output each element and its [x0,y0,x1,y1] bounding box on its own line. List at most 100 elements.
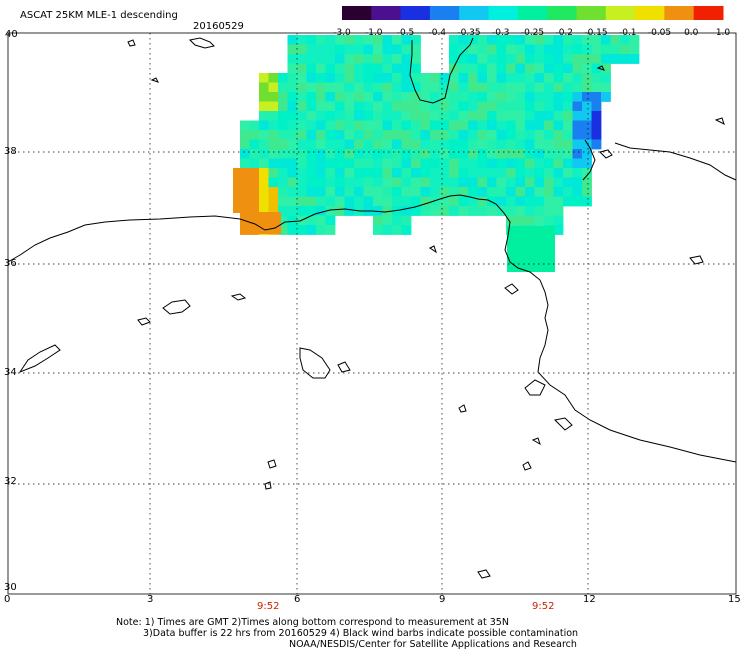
swath-cell [420,177,431,188]
colorbar-segment [342,6,372,20]
swath-cell [477,187,488,197]
swath-cell [534,187,545,197]
swath-cell [306,168,317,178]
swath-cell [534,73,545,83]
swath-cell [487,63,497,74]
swath-cell [430,187,440,197]
swath-cell [487,54,497,64]
swath-cell [582,101,592,112]
swath-cell [449,177,459,188]
swath-cell [525,63,535,74]
swath-cell [582,168,592,178]
swath-cell [344,54,355,64]
swath-cell [582,73,592,83]
swath-cell [487,44,497,55]
swath-cell [287,177,298,188]
swath-cell [477,149,488,159]
colorbar-segment [693,6,724,20]
swath-cell [287,168,298,178]
swath-cell [287,120,298,131]
swath-cell [382,215,393,226]
swath-cell [553,82,564,93]
swath-cell [439,82,450,93]
swath-cell [411,120,421,131]
swath-cell [468,82,478,93]
swath-cell [382,73,393,83]
swath-cell [477,206,488,216]
swath-cell [582,196,592,207]
swath-cell [496,177,507,188]
swath-cell [335,120,345,131]
swath-cell [325,196,336,207]
swath-cell [363,63,374,74]
swath-cell [449,196,459,207]
swath-cell [420,187,431,197]
swath-cell [439,206,450,216]
swath-cell [363,187,374,197]
swath-cell [316,82,326,93]
swath-cell [506,54,516,64]
swath-cell [544,187,554,197]
swath-cell [411,111,421,121]
swath-cell [335,139,345,150]
swath-cell [268,187,279,197]
swath-cell [306,63,317,74]
swath-cell [563,130,573,140]
colorbar-segment [371,6,402,20]
swath-cell [468,139,478,150]
swath-cell [487,187,497,197]
swath-cell [241,212,281,234]
swath-cell [392,168,402,178]
swath-cell [354,130,364,140]
swath-cell [563,187,573,197]
swath-cell [401,206,412,216]
swath-cell [335,82,345,93]
swath-cell [306,196,317,207]
swath-cell [496,206,507,216]
swath-cell [420,158,431,169]
colorbar-segment [429,6,460,20]
swath-cell [430,92,440,102]
swath-cell [354,63,364,74]
swath-cell [420,196,431,207]
swath-cell [335,35,345,45]
swath-cell [297,111,307,121]
swath-cell [411,149,421,159]
swath-cell [382,92,393,102]
swath-cell [297,54,307,64]
swath-cell [439,149,450,159]
swath-cell [306,82,317,93]
swath-cell [382,63,393,74]
swath-cell [287,139,298,150]
swath-cell [287,130,298,140]
swath-cell [515,187,526,197]
swath-cell [449,111,459,121]
swath-cell [287,101,298,112]
swath-cell [325,35,336,45]
swath-cell [420,149,431,159]
swath-cell [287,187,298,197]
swath-cell [363,44,374,55]
swath-cell [525,44,535,55]
swath-cell [563,73,573,83]
swath-cell [325,206,336,216]
swath-cell [354,168,364,178]
swath-cell [534,120,545,131]
swath-cell [582,130,592,140]
x-tick-label: 12 [583,594,596,605]
swath-cell [401,177,412,188]
swath-cell [534,35,545,45]
swath-cell [507,226,555,272]
swath-cell [316,177,326,188]
swath-cell [278,139,288,150]
swath-cell [363,139,374,150]
swath-cell [420,82,431,93]
swath-cell [496,35,507,45]
swath-cell [401,92,412,102]
swath-cell [382,120,393,131]
swath-cell [392,111,402,121]
swath-cell [487,177,497,188]
swath-cell [401,158,412,169]
swath-cell [278,149,288,159]
swath-cell [325,187,336,197]
